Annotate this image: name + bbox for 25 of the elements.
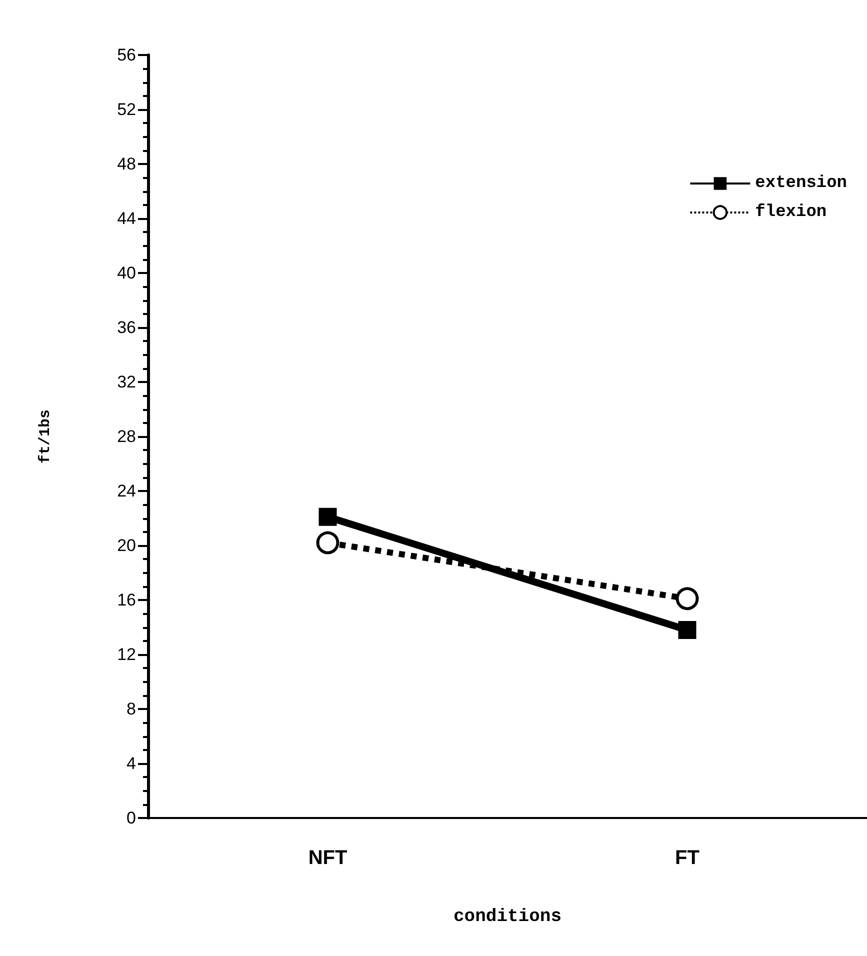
legend-label: flexion: [755, 203, 827, 222]
y-tick-label: 56: [117, 46, 136, 64]
point: [318, 508, 337, 526]
y-tick-label: 40: [117, 264, 136, 282]
y-tick-label: 16: [117, 590, 136, 610]
legend-label: extension: [755, 174, 848, 193]
y-tick-label: 32: [117, 372, 136, 392]
y-tick-label: 8: [126, 700, 136, 718]
y-tick-label: 0: [126, 808, 136, 828]
y-tick-label: 20: [117, 536, 136, 555]
y-tick-label: 36: [117, 318, 136, 337]
y-tick-label: 4: [126, 754, 136, 773]
x-tick-label: NFT: [308, 847, 348, 869]
point: [678, 620, 696, 639]
point: [676, 587, 699, 610]
y-axis-title: ft/1bs: [37, 409, 54, 464]
point: [316, 531, 340, 554]
y-tick-label: 52: [117, 100, 136, 119]
y-tick-label: 44: [117, 209, 136, 228]
y-tick-label: 48: [117, 154, 136, 174]
y-tick-label: 24: [117, 482, 136, 500]
y-tick-label: 12: [117, 645, 136, 664]
x-axis-title: conditions: [453, 907, 562, 927]
y-tick-label: 28: [117, 427, 136, 446]
x-tick-label: FT: [675, 847, 700, 869]
